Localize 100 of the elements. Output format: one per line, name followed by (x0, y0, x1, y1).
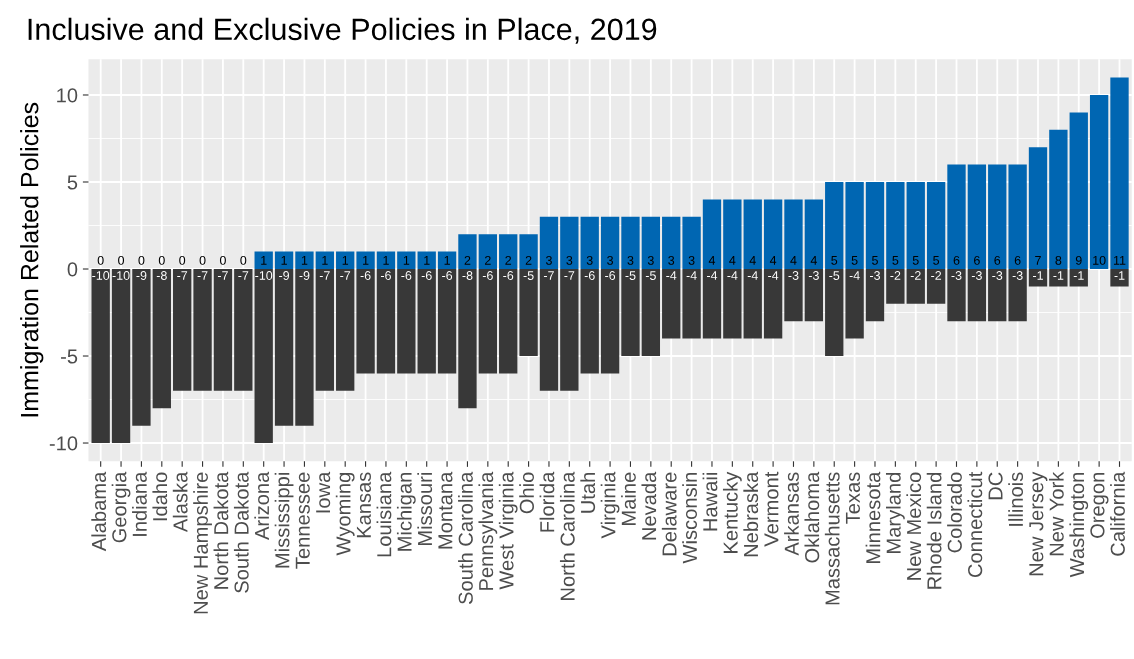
x-tick-label: Kansas (356, 472, 371, 538)
data-label: 6 (974, 255, 980, 265)
bar (988, 269, 1007, 322)
bar (723, 269, 742, 339)
data-label: -1 (1073, 271, 1084, 280)
data-label: 4 (749, 256, 756, 265)
bar (295, 269, 314, 426)
data-label: 3 (566, 255, 573, 265)
bar (91, 269, 110, 444)
bar (641, 216, 661, 270)
bar (988, 164, 1007, 270)
data-label: -6 (360, 271, 371, 280)
x-tick-label: California (1110, 471, 1125, 556)
data-label: 9 (1075, 255, 1082, 265)
bar (1008, 164, 1027, 270)
data-label: 3 (586, 255, 593, 265)
x-tick-label: Texas (845, 472, 861, 524)
data-label: 1 (424, 256, 430, 265)
data-label: -1 (1114, 271, 1125, 280)
bar (763, 199, 783, 270)
data-label: 3 (668, 255, 675, 265)
data-label: 0 (199, 255, 206, 265)
data-label: -7 (217, 271, 228, 280)
data-label: -9 (279, 271, 290, 280)
y-axis-title: Immigration Related Policies (20, 102, 44, 417)
bar (478, 269, 497, 374)
bar (967, 164, 987, 270)
data-label: -6 (605, 271, 616, 280)
x-tick-label: Oregon (1090, 473, 1109, 538)
bar (723, 199, 742, 270)
x-tick-label: New Hampshire (193, 472, 212, 614)
data-label: 0 (118, 255, 125, 265)
data-label: -7 (564, 271, 575, 280)
x-tick-label: Idaho (152, 472, 168, 521)
x-tick-label: Wisconsin (682, 473, 697, 564)
x-tick-label: Colorado (947, 472, 962, 553)
data-label: -4 (768, 271, 779, 280)
bar (621, 269, 640, 357)
data-label: 1 (403, 256, 410, 265)
bar (213, 269, 233, 391)
bar (519, 269, 538, 357)
bar (967, 269, 987, 322)
data-label: 3 (647, 255, 654, 265)
data-label: 8 (1055, 255, 1062, 265)
x-tick-label: South Dakota (233, 471, 249, 593)
data-label: -5 (625, 271, 636, 280)
data-label: 5 (872, 256, 878, 265)
bar (1049, 269, 1068, 287)
x-tick-label: Mississippi (274, 473, 294, 568)
bar (254, 269, 273, 444)
data-label: -4 (849, 271, 860, 280)
bar (682, 216, 701, 270)
bar (173, 269, 192, 391)
data-label: -1 (1033, 271, 1043, 280)
data-label: -2 (890, 271, 901, 280)
bar (621, 216, 640, 270)
bar (600, 216, 620, 270)
bar (1110, 269, 1129, 287)
data-label: -5 (645, 271, 656, 280)
bar (1028, 147, 1048, 270)
bar (662, 269, 681, 339)
bar (763, 269, 783, 339)
x-tick-label: Pennsylvania (478, 471, 498, 590)
x-tick-label: Ohio (519, 472, 534, 514)
bar (193, 269, 212, 391)
data-label: 5 (892, 256, 899, 265)
data-label: 1 (444, 256, 450, 265)
bar (499, 269, 518, 374)
x-tick-label: Louisiana (376, 471, 392, 557)
bar (539, 216, 559, 270)
data-label: 1 (301, 256, 308, 265)
data-label: 7 (1035, 256, 1041, 265)
bar (682, 269, 701, 339)
data-label: -9 (136, 271, 147, 280)
bar (580, 269, 599, 374)
x-tick-label: South Carolina (458, 471, 473, 605)
x-tick-label: New Jersey (1029, 471, 1048, 576)
x-tick-label: Minnesota (865, 471, 881, 563)
bar (1110, 77, 1129, 270)
data-label: -7 (177, 271, 188, 280)
data-label: 2 (464, 255, 471, 265)
bar (662, 216, 681, 270)
bar (600, 269, 620, 374)
bar (865, 182, 885, 270)
bar (397, 269, 416, 374)
bar (702, 199, 722, 270)
data-label: 4 (790, 256, 797, 265)
bar (437, 251, 457, 270)
bar (356, 251, 375, 270)
bar (111, 269, 131, 444)
data-label: 5 (912, 256, 919, 265)
x-tick-label: Maryland (885, 473, 905, 553)
bar (356, 269, 375, 374)
x-tick-label: Rhode Island (926, 473, 942, 589)
x-tick-label: Virginia (600, 471, 620, 539)
data-label: -7 (543, 271, 554, 280)
x-tick-label: Massachusetts (824, 472, 840, 605)
data-label: -3 (951, 271, 962, 280)
bar (926, 269, 946, 304)
data-label: -7 (238, 271, 249, 280)
